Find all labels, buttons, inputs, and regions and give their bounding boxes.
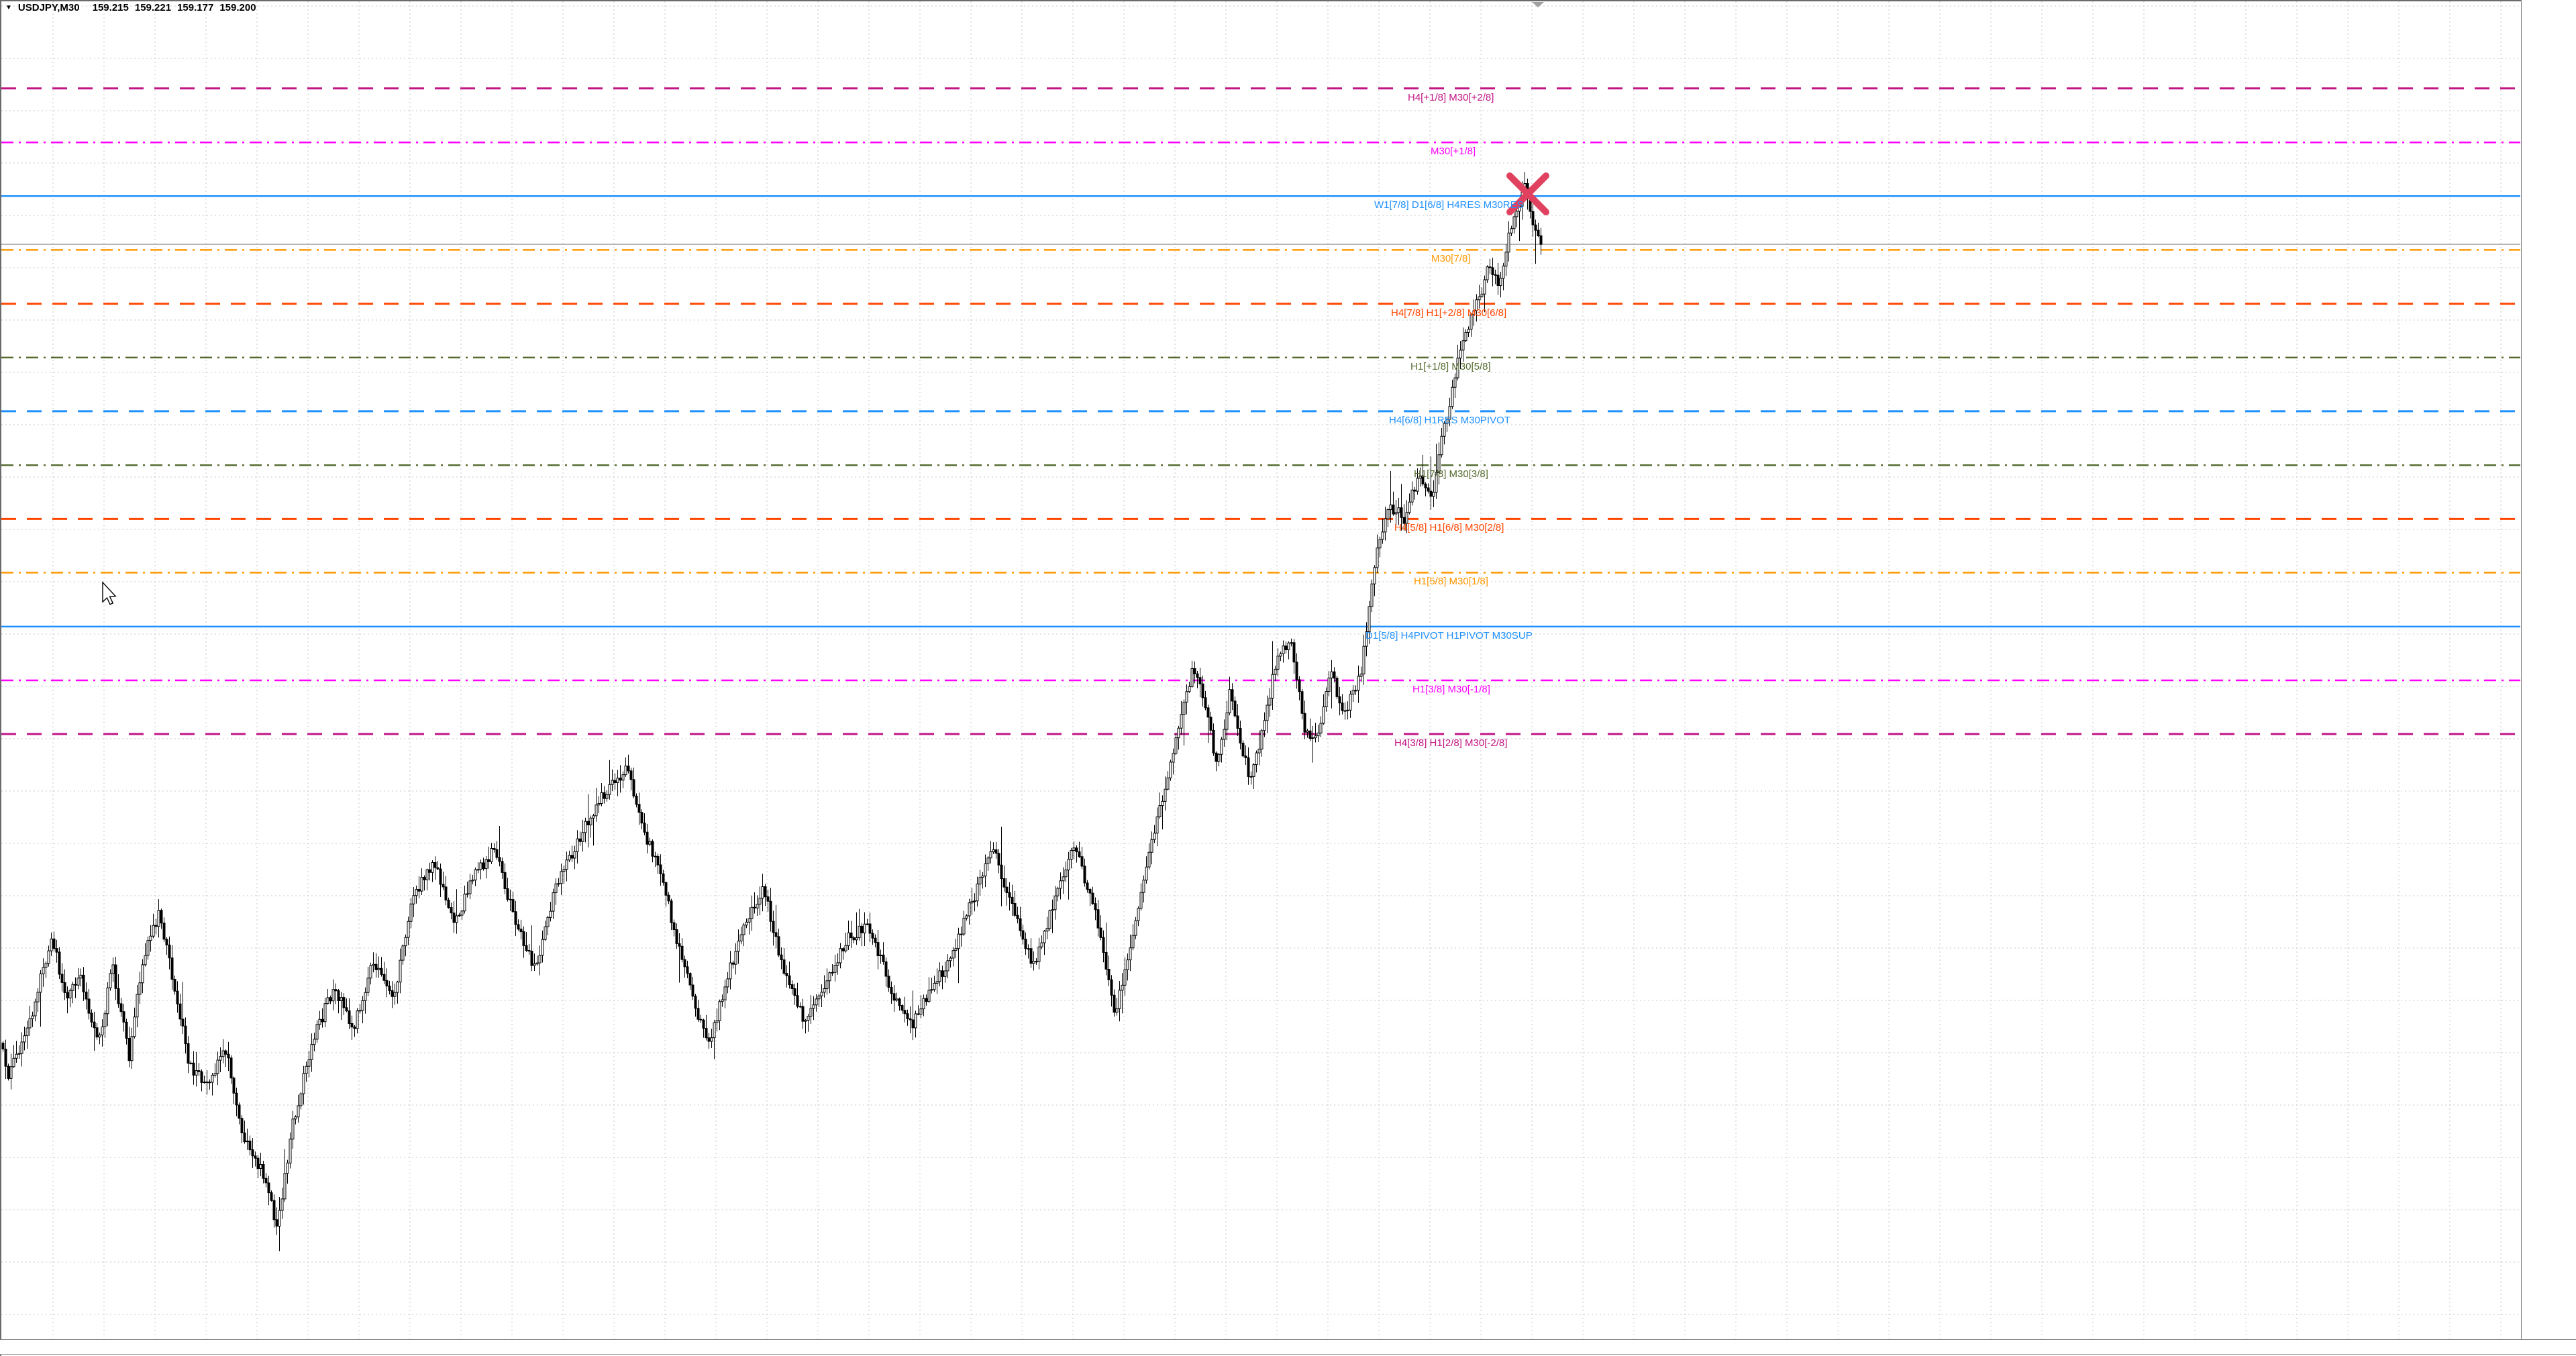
window-left-border <box>0 0 1 1356</box>
quote-close: 159.200 <box>219 2 256 13</box>
quote-high: 159.221 <box>134 2 172 13</box>
time-axis-separator <box>0 1339 2576 1340</box>
level-label[interactable]: H1[3/8] M30[-1/8] <box>1412 683 1490 695</box>
symbol-timeframe-label: USDJPY,M30 <box>17 2 80 13</box>
level-label[interactable]: H1[7/8] M30[3/8] <box>1414 468 1488 480</box>
chart-header: ▼ USDJPY,M30 159.215 159.221 159.177 159… <box>5 2 256 13</box>
level-label[interactable]: H4[6/8] H1RES M30PIVOT <box>1389 414 1510 426</box>
quote-open: 159.215 <box>92 2 129 13</box>
quote-low: 159.177 <box>177 2 214 13</box>
level-label[interactable]: H4[3/8] H1[2/8] M30[-2/8] <box>1394 737 1508 749</box>
price-axis[interactable]: 160.065159.875159.685159.495159.305159.1… <box>2521 0 2576 1339</box>
time-axis[interactable]: 26 Dec 202529 Dec 03:3029 Dec 22:3030 De… <box>0 1339 2576 1354</box>
level-label[interactable]: W1[7/8] D1[6/8] H4RES M30RES <box>1374 199 1524 211</box>
level-label[interactable]: D1[5/8] H4PIVOT H1PIVOT M30SUP <box>1366 629 1533 641</box>
grid-horizontal-lines <box>1 5 2520 1315</box>
grid-vertical-lines <box>52 1 2502 1339</box>
bull-candle-bodies <box>9 183 1527 1227</box>
level-label[interactable]: M30[7/8] <box>1431 253 1471 265</box>
level-label[interactable]: H1[5/8] M30[1/8] <box>1414 576 1488 588</box>
level-label[interactable]: H4[5/8] H1[6/8] M30[2/8] <box>1394 522 1504 534</box>
mouse-cursor <box>102 581 117 605</box>
price-axis-separator <box>2521 0 2522 1339</box>
level-label[interactable]: H4[7/8] H1[+2/8] M30[6/8] <box>1391 307 1507 319</box>
level-label[interactable]: M30[+1/8] <box>1431 146 1476 158</box>
level-label[interactable]: H1[+1/8] M30[5/8] <box>1410 360 1491 372</box>
shift-position-marker <box>1532 2 1544 7</box>
window-bottom-edge <box>0 1354 2576 1355</box>
sell-cross-marker-stroke[interactable] <box>1506 172 1549 215</box>
window-top-border <box>0 0 2576 1</box>
bear-candle-bodies <box>1 183 1543 1227</box>
symbol-dropdown-icon[interactable]: ▼ <box>5 3 12 11</box>
level-label[interactable]: H4[+1/8] M30[+2/8] <box>1408 91 1494 103</box>
